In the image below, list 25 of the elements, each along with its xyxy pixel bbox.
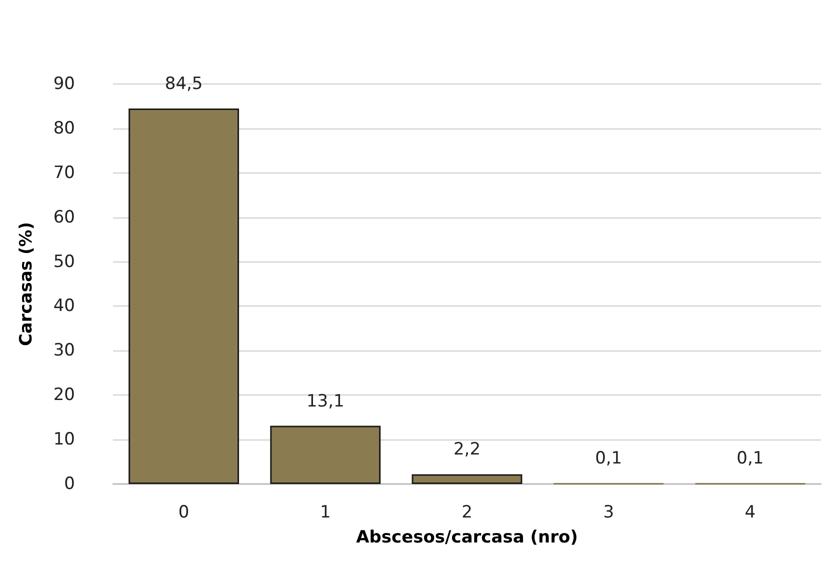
data-label: 0,1 — [595, 448, 622, 469]
x-axis-title: Abscesos/carcasa (nro) — [356, 528, 578, 548]
y-tick-label: 50 — [53, 252, 75, 272]
y-axis-title: Carcasas (%) — [16, 222, 36, 346]
bar — [128, 108, 240, 484]
y-tick-label: 10 — [53, 430, 75, 450]
y-tick-label: 0 — [64, 474, 75, 494]
data-label: 84,5 — [164, 74, 203, 94]
y-tick-label: 40 — [53, 296, 75, 316]
y-tick-label: 30 — [53, 340, 75, 361]
x-tick-label: 0 — [178, 502, 190, 522]
bar — [270, 426, 381, 484]
data-label: 13,1 — [306, 391, 344, 412]
y-tick-label: 80 — [53, 118, 75, 138]
x-tick-label: 2 — [462, 502, 472, 522]
data-label: 2,2 — [453, 440, 481, 460]
y-tick-label: 70 — [53, 162, 75, 183]
y-tick-label: 60 — [53, 207, 75, 228]
data-label: 0,1 — [736, 448, 764, 469]
x-tick-label: 3 — [603, 502, 614, 522]
x-tick-label: 1 — [320, 502, 331, 522]
y-tick-label: 90 — [53, 74, 75, 94]
bar — [412, 474, 522, 484]
x-tick-label: 4 — [744, 502, 756, 522]
y-tick-label: 20 — [53, 385, 75, 406]
